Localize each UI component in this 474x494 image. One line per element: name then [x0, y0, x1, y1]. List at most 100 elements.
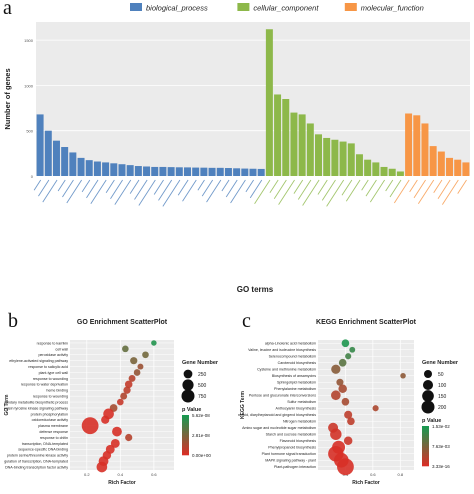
color-legend-segment — [182, 453, 189, 456]
kegg-enrichment-scatterplot: KEGG Enrichment ScatterPlot0.40.60.8alph… — [238, 319, 459, 486]
color-legend-segment — [182, 449, 189, 452]
category-label-illegible — [38, 179, 50, 197]
bar — [437, 151, 445, 176]
color-legend-segment — [422, 442, 429, 445]
size-legend-label: 150 — [438, 394, 447, 400]
data-point — [96, 461, 108, 473]
data-point — [331, 364, 341, 374]
bar — [290, 112, 298, 176]
bar — [241, 168, 249, 176]
y-tick-label: Phenylpropanoid biosynthesis — [268, 446, 316, 450]
bar — [159, 166, 167, 176]
y-tick-label: heme binding — [46, 389, 68, 393]
chart-title: GO Enrichment ScatterPlot — [77, 319, 168, 326]
category-label-illegible — [413, 179, 426, 199]
y-tick-label: Cysteine and methionine metabolism — [257, 368, 316, 372]
category-label-illegible — [317, 179, 328, 195]
category-label-illegible — [62, 179, 74, 198]
category-label-illegible — [361, 179, 369, 191]
color-legend-segment — [182, 427, 189, 430]
y-tick-label: Biosynthesis of ansamycins — [272, 374, 316, 378]
category-label-illegible — [138, 179, 156, 206]
x-tick-label: 0.2 — [84, 472, 90, 477]
color-legend-label: 1.53e-02 — [432, 424, 450, 429]
data-point — [142, 351, 149, 359]
category-label-illegible — [385, 179, 394, 192]
y-tick-label: Sphingolipid metabolism — [277, 381, 316, 385]
y-tick-label: Plant-pathogen interaction — [274, 465, 316, 469]
bar — [405, 113, 413, 176]
color-legend-label: 2.81e-08 — [192, 433, 210, 438]
bar — [396, 171, 404, 176]
panel-label-a: a — [3, 0, 12, 19]
y-axis-title: KEGG Term — [240, 390, 246, 419]
category-label-illegible — [393, 179, 410, 204]
bar — [257, 168, 265, 176]
legend-label: biological_process — [146, 4, 208, 13]
category-label-illegible — [206, 179, 222, 203]
size-legend-label: 500 — [198, 383, 207, 389]
size-legend-label: 50 — [438, 372, 444, 378]
bar — [388, 168, 396, 176]
data-point — [117, 398, 124, 406]
category-label-illegible — [230, 179, 246, 204]
color-legend-label: 0.00e+00 — [192, 453, 211, 458]
category-label-illegible — [345, 179, 361, 202]
category-label-illegible — [57, 179, 66, 192]
bar — [143, 166, 151, 176]
size-legend-dot — [181, 389, 195, 403]
bar — [208, 167, 216, 176]
data-point — [81, 417, 99, 435]
y-tick-label: plasma membrane — [38, 424, 68, 428]
bar — [36, 114, 44, 176]
bar — [216, 167, 224, 176]
data-point — [341, 339, 350, 348]
go-bar-chart: 0 500 1000 1500 Number of genes biological_pr… — [3, 3, 470, 294]
bar — [85, 160, 93, 176]
x-tick-label: 0.4 — [118, 472, 124, 477]
color-legend-segment — [182, 445, 189, 448]
color-legend-label: 5.62e-08 — [192, 413, 210, 418]
size-legend-dot — [182, 379, 194, 391]
data-point — [112, 426, 122, 437]
color-legend-title: p Value — [182, 407, 201, 413]
y-tick-label: alpha-Linolenic acid metabolism — [265, 342, 316, 346]
size-legend-dot — [183, 369, 193, 379]
category-label-illegible — [457, 179, 467, 194]
category-label-illegible — [441, 179, 459, 205]
y-tick-label: ethylene-activated signaling pathway — [9, 359, 68, 363]
color-legend-segment — [182, 451, 189, 454]
y-tick-label: Flavonoid biosynthesis — [280, 439, 317, 443]
y-tick-label: Starch and sucrose metabolism — [266, 433, 316, 437]
legend-label: cellular_component — [253, 4, 319, 13]
color-legend-segment — [422, 454, 429, 457]
y-tick-label: Sulfur metabolism — [287, 400, 316, 404]
color-legend-segment — [182, 443, 189, 446]
data-point — [344, 410, 353, 419]
category-label-illegible — [302, 179, 320, 206]
color-legend-segment — [182, 415, 189, 418]
data-point — [338, 384, 347, 394]
y-tick-label: response to wounding — [33, 395, 68, 399]
y-axis-title: Number of genes — [3, 68, 12, 129]
bar — [306, 123, 314, 176]
category-label-illegible — [153, 179, 164, 195]
y-tick-label: response to wounding — [33, 377, 68, 381]
color-legend-segment — [182, 425, 189, 428]
category-label-illegible — [177, 179, 189, 196]
color-legend-segment — [182, 421, 189, 424]
data-point — [338, 358, 347, 367]
bar — [274, 94, 282, 176]
bar — [315, 134, 323, 176]
color-legend-segment — [182, 417, 189, 420]
color-legend-segment — [422, 448, 429, 451]
y-tick-label: response to chitin — [40, 436, 68, 440]
bar — [298, 114, 306, 176]
color-legend-segment — [182, 441, 189, 444]
y-tick-label: DNA-binding transcription factor activit… — [5, 465, 68, 469]
color-legend-segment — [182, 433, 189, 436]
category-label-illegible — [221, 179, 230, 192]
bar — [339, 141, 347, 176]
bar — [52, 140, 60, 176]
category-label-illegible — [162, 179, 181, 207]
